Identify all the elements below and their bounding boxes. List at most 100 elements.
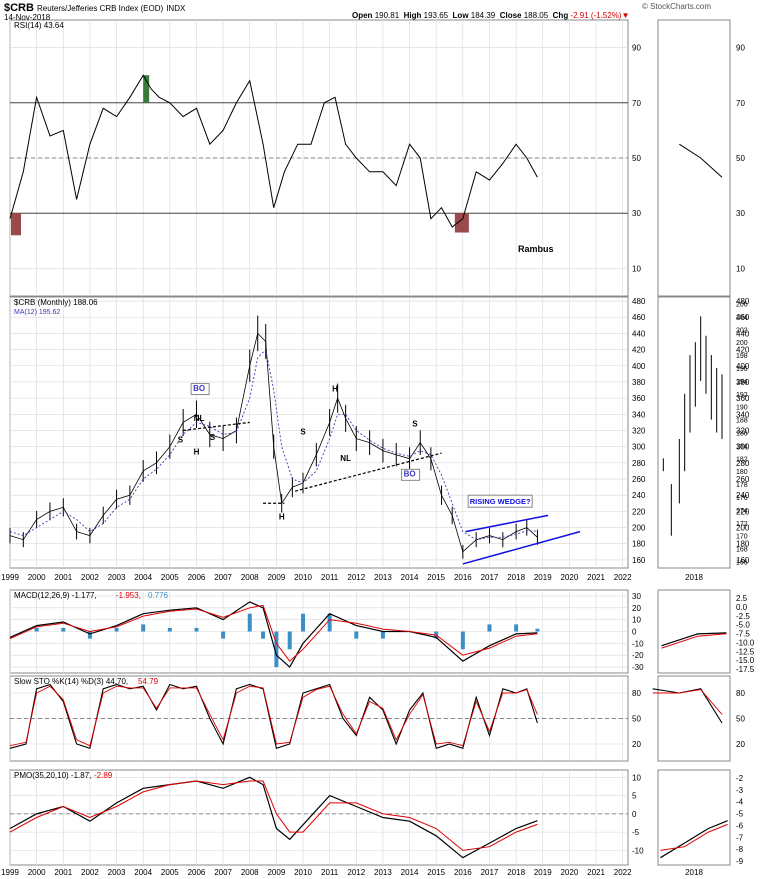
sto-k-line <box>9 683 538 750</box>
detail-y-tick: 176 <box>736 495 748 502</box>
x-tick-label: 2018 <box>507 573 525 582</box>
x-tick-label: 2012 <box>347 573 365 582</box>
sto-detail-y-tick: 50 <box>736 715 745 724</box>
macd-histogram-bar <box>194 627 199 632</box>
symbol: $CRB <box>4 2 34 14</box>
macd-detail-y-tick: -10.0 <box>736 638 755 647</box>
chg-value: -2.91 (-1.52%) <box>570 11 622 20</box>
close-label: Close <box>499 11 522 20</box>
neckline-2 <box>294 452 442 492</box>
macd-detail-y-tick: -17.5 <box>736 665 755 674</box>
price-detail-y-tick: 180 <box>736 540 750 549</box>
wedge-lower-line <box>462 530 581 565</box>
price-y-tick: 260 <box>632 475 646 484</box>
bo-callout-1 <box>190 383 210 396</box>
macd-histogram-bar <box>247 613 252 632</box>
x-tick-label-bottom: 2011 <box>321 868 339 877</box>
price-detail-y-tick: 220 <box>736 507 750 516</box>
macd-histogram-bar <box>274 631 279 668</box>
macd-histogram-bar <box>87 631 92 639</box>
price-detail-y-tick: 280 <box>736 459 750 468</box>
price-detail-y-tick: 260 <box>736 475 750 484</box>
x-tick-label: 2017 <box>481 573 499 582</box>
chart-date: 14-Nov-2018 <box>4 13 51 22</box>
sto-detail-d <box>652 689 723 715</box>
price-y-tick: 400 <box>632 362 646 371</box>
x-tick-label: 2016 <box>454 573 472 582</box>
detail-y-tick: 174 <box>736 508 748 515</box>
price-detail-y-tick: 480 <box>736 297 750 306</box>
price-detail-frame <box>657 296 731 569</box>
pmo-y-tick: 0 <box>632 810 637 819</box>
pmo-y-tick: 5 <box>632 792 637 801</box>
pmo-signal-line <box>9 780 538 851</box>
pmo-legend: PMO(35,20,10) -1.87, <box>14 771 91 780</box>
label-wedge: RISING WEDGE? <box>470 497 531 506</box>
macd-detail-y-tick: 0.0 <box>736 603 748 612</box>
detail-year-label: 2018 <box>685 573 703 582</box>
macd-histogram-bar <box>535 628 540 632</box>
macd-histogram-bar <box>34 627 39 632</box>
detail-y-tick: 186 <box>736 431 748 438</box>
x-tick-label-bottom: 2015 <box>427 868 445 877</box>
macd-y-tick: 10 <box>632 616 641 625</box>
price-y-tick: 420 <box>632 346 646 355</box>
price-detail-y-tick: 440 <box>736 329 750 338</box>
macd-histogram-bar <box>460 631 465 650</box>
price-detail-y-tick: 320 <box>736 426 750 435</box>
label-h1: H <box>194 448 200 457</box>
detail-y-tick: 194 <box>736 379 748 386</box>
price-y-tick: 440 <box>632 329 646 338</box>
x-tick-label-bottom: 2003 <box>108 868 126 877</box>
sto-detail-y-tick: 20 <box>736 740 745 749</box>
label-bo2: BO <box>404 470 416 479</box>
x-tick-label-bottom: 2022 <box>614 868 632 877</box>
macd-histogram-bar <box>261 631 266 639</box>
x-tick-label-bottom: 2018 <box>507 868 525 877</box>
price-y-tick: 180 <box>632 540 646 549</box>
macd-histogram-bar <box>301 613 306 632</box>
x-tick-label-bottom: 2021 <box>587 868 605 877</box>
pmo-detail-y-tick: -6 <box>736 821 744 830</box>
price-detail-y-tick: 420 <box>736 346 750 355</box>
rsi-y-tick: 30 <box>632 209 641 218</box>
rsi-overbought-fill <box>143 75 150 103</box>
neckline-1 <box>183 421 250 432</box>
detail-y-tick: 166 <box>736 560 748 567</box>
x-tick-label-bottom: 2001 <box>54 868 72 877</box>
detail-y-tick: 182 <box>736 456 748 463</box>
x-tick-label-bottom: 2016 <box>454 868 472 877</box>
x-tick-label-bottom: 2007 <box>214 868 232 877</box>
sto-y-tick: 50 <box>632 715 641 724</box>
price-detail-y-tick: 380 <box>736 378 750 387</box>
detail-y-tick: 204 <box>736 314 748 321</box>
rsi-detail-y-tick: 90 <box>736 44 745 53</box>
x-tick-label: 2004 <box>134 573 152 582</box>
rsi-y-tick: 50 <box>632 154 641 163</box>
label-nl2: NL <box>340 454 351 463</box>
pmo-detail-y-tick: -2 <box>736 774 744 783</box>
macd-value-2: -1.953, <box>116 591 141 600</box>
macd-histogram-bar <box>141 624 146 632</box>
wedge-upper-line <box>465 514 549 533</box>
sto-y-tick: 20 <box>632 740 641 749</box>
author-label: Rambus <box>518 244 554 254</box>
macd-y-tick: -20 <box>632 651 644 660</box>
detail-y-tick: 180 <box>736 469 748 476</box>
x-tick-label: 2021 <box>587 573 605 582</box>
x-tick-label-bottom: 2009 <box>267 868 285 877</box>
macd-detail-y-tick: -2.5 <box>736 612 750 621</box>
price-y-tick: 460 <box>632 313 646 322</box>
macd-detail-y-tick: -7.5 <box>736 630 750 639</box>
macd-detail-y-tick: -15.0 <box>736 656 755 665</box>
pmo-detail-y-tick: -5 <box>736 810 744 819</box>
x-tick-label: 1999 <box>1 573 19 582</box>
detail-y-tick: 192 <box>736 392 748 399</box>
label-nl1: NL <box>194 414 205 423</box>
pmo-detail-y-tick: -3 <box>736 786 744 795</box>
x-tick-label-bottom: 2005 <box>161 868 179 877</box>
ma-legend: MA(12) 195.62 <box>14 309 60 316</box>
detail-y-tick: 190 <box>736 405 748 412</box>
macd-histogram-bar <box>487 624 492 632</box>
